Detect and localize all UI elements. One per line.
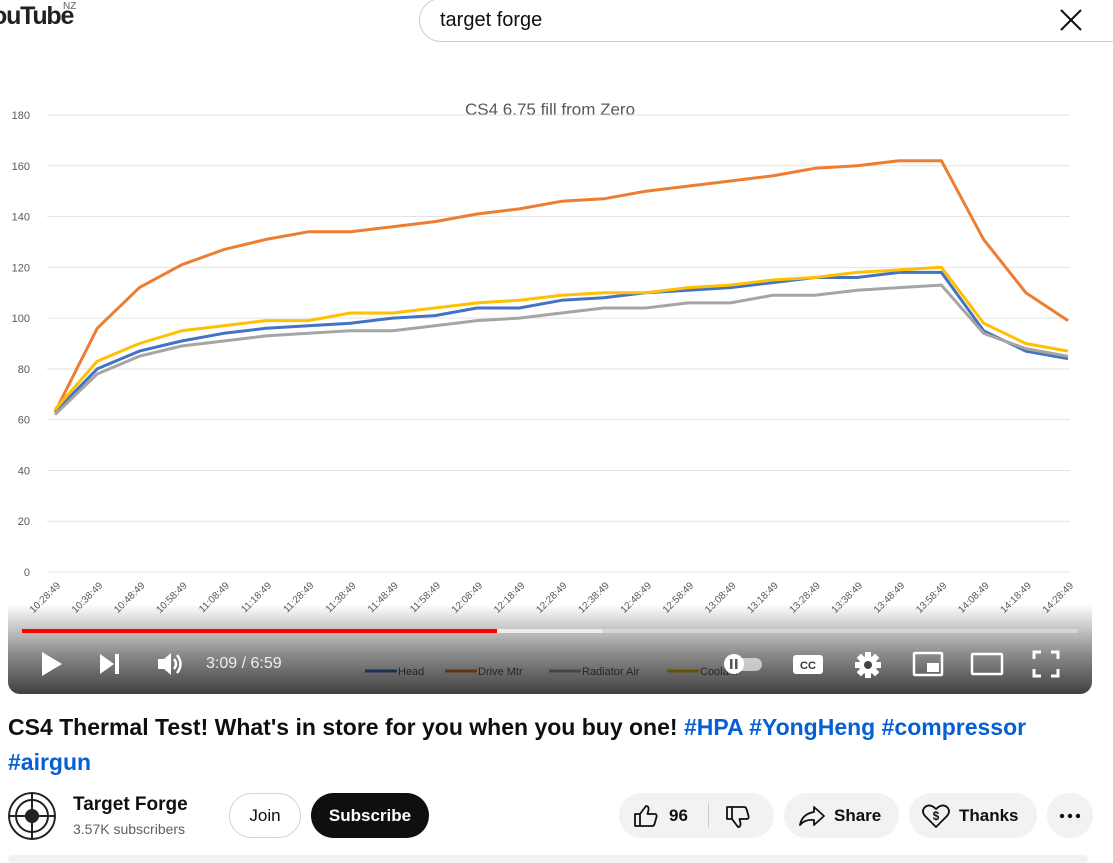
chart-title: CS4 6.75 fill from Zero xyxy=(465,100,635,119)
series-line-coolant xyxy=(53,265,1069,411)
y-tick-label: 80 xyxy=(18,364,30,376)
chart: CS4 6.75 fill from Zero 0 20 40 60 80 100 120 14… xyxy=(12,100,1077,678)
series-line-drive-mtr xyxy=(53,159,1069,413)
hashtag-link[interactable]: #HPA xyxy=(683,714,743,740)
share-icon xyxy=(799,806,825,826)
theater-mode-icon[interactable] xyxy=(970,651,1004,677)
svg-text:CC: CC xyxy=(800,660,816,672)
video-player[interactable]: CS4 6.75 fill from Zero 0 20 40 60 80 100 120 14… xyxy=(8,84,1092,694)
y-tick-label: 120 xyxy=(12,262,30,274)
channel-avatar[interactable] xyxy=(8,792,56,840)
divider xyxy=(708,803,709,828)
hashtag-link[interactable]: #airgun xyxy=(8,749,92,775)
miniplayer-icon[interactable] xyxy=(912,651,944,677)
dislike-icon[interactable] xyxy=(725,805,751,829)
y-tick-label: 100 xyxy=(12,313,30,325)
thanks-heart-icon: $ xyxy=(922,804,950,828)
progress-played[interactable] xyxy=(22,629,498,633)
thanks-button[interactable]: $ Thanks xyxy=(909,793,1037,838)
next-icon[interactable] xyxy=(98,652,122,676)
hashtag-link[interactable]: #YongHeng xyxy=(749,714,876,740)
hashtag-link[interactable]: #compressor xyxy=(881,714,1027,740)
clear-search-icon[interactable] xyxy=(1056,5,1086,35)
y-tick-label: 140 xyxy=(12,212,30,224)
share-label: Share xyxy=(834,806,882,825)
fullscreen-icon[interactable] xyxy=(1032,650,1060,678)
subscriber-count: 3.57K subscribers xyxy=(73,821,186,837)
series-line-radiator-air xyxy=(53,283,1069,416)
thanks-label: Thanks xyxy=(959,806,1019,825)
more-actions-button[interactable] xyxy=(1047,793,1093,838)
search-box[interactable]: target forge xyxy=(419,0,1113,42)
settings-gear-icon[interactable] xyxy=(854,651,882,679)
video-title-text: CS4 Thermal Test! What's in store for yo… xyxy=(8,714,684,740)
player-controls-overlay xyxy=(8,604,1092,694)
share-button[interactable]: Share xyxy=(784,793,899,838)
like-dislike-group: 96 xyxy=(619,793,774,838)
like-count[interactable]: 96 xyxy=(669,806,688,825)
time-display: 3:09 / 6:59 xyxy=(206,655,282,672)
video-title: CS4 Thermal Test! What's in store for yo… xyxy=(8,710,1098,780)
volume-icon[interactable] xyxy=(156,650,184,678)
search-input[interactable]: target forge xyxy=(440,9,543,31)
y-tick-label: 40 xyxy=(18,465,30,477)
subscribe-button[interactable]: Subscribe xyxy=(311,793,429,838)
captions-icon[interactable]: CC xyxy=(791,652,825,676)
y-tick-label: 180 xyxy=(12,110,30,122)
channel-name[interactable]: Target Forge xyxy=(73,794,188,815)
youtube-logo[interactable]: ouTube xyxy=(0,2,74,30)
y-tick-label: 160 xyxy=(12,161,30,173)
svg-text:$: $ xyxy=(933,809,940,823)
description-box-edge xyxy=(8,855,1088,863)
y-tick-label: 0 xyxy=(24,567,30,579)
series-line-head xyxy=(53,270,1069,414)
like-icon[interactable] xyxy=(633,804,659,828)
autoplay-toggle-icon[interactable] xyxy=(722,653,764,675)
join-button[interactable]: Join xyxy=(229,793,301,838)
more-dots-icon xyxy=(1059,813,1081,818)
play-icon[interactable] xyxy=(40,651,64,677)
y-tick-label: 20 xyxy=(18,516,30,528)
y-tick-label: 60 xyxy=(18,415,30,427)
region-label: NZ xyxy=(63,1,77,12)
